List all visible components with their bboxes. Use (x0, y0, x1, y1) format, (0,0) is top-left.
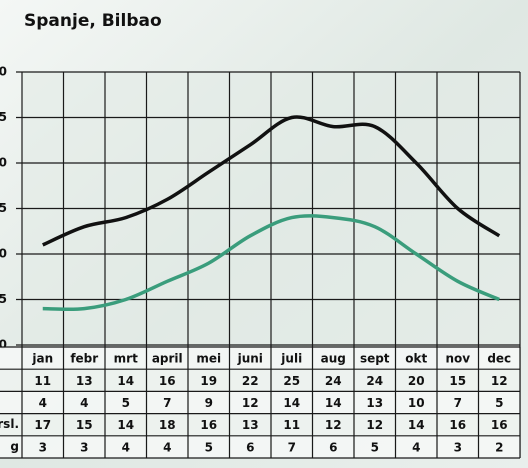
x-tick-label: april (152, 352, 183, 366)
table-cell: 14 (117, 374, 134, 388)
table-cell: 24 (325, 374, 342, 388)
table-cell: 16 (449, 418, 466, 432)
table-cell: 4 (122, 440, 130, 454)
table-cell: 12 (325, 418, 342, 432)
x-tick-label: sept (360, 352, 390, 366)
table-cell: 15 (449, 374, 466, 388)
table-cell: 5 (122, 396, 130, 410)
table-cell: 11 (34, 374, 51, 388)
table-cell: 12 (491, 374, 508, 388)
table-cell: 4 (39, 396, 47, 410)
table-cell: 15 (76, 418, 93, 432)
y-tick-label: 30 (0, 65, 7, 79)
table-cell: 19 (200, 374, 217, 388)
table-cell: 11 (283, 418, 300, 432)
table-cell: 16 (491, 418, 508, 432)
table-cell: 17 (34, 418, 51, 432)
table-cell: 14 (283, 396, 300, 410)
x-tick-label: mrt (114, 352, 138, 366)
table-cell: 3 (80, 440, 88, 454)
table-cell: 5 (205, 440, 213, 454)
table-cell: 13 (76, 374, 93, 388)
table-cell: 20 (408, 374, 425, 388)
y-tick-label: 20 (0, 156, 7, 170)
table-cell: 14 (408, 418, 425, 432)
row-label: g (10, 439, 19, 453)
table-cell: 13 (366, 396, 383, 410)
table-cell: 12 (242, 396, 259, 410)
table-cell: 24 (366, 374, 383, 388)
row-label: rsl. (0, 417, 19, 431)
chart: Spanje, Bilbao 051015202530janfebrmrtapr… (0, 0, 528, 468)
y-tick-label: 15 (0, 201, 7, 215)
x-tick-label: juli (280, 352, 302, 366)
table-row (0, 391, 520, 413)
x-tick-label: okt (405, 352, 427, 366)
x-tick-label: mei (196, 352, 221, 366)
x-tick-label: juni (237, 352, 263, 366)
table-cell: 9 (205, 396, 213, 410)
table-cell: 4 (412, 440, 420, 454)
table-cell: 14 (325, 396, 342, 410)
table-cell: 12 (366, 418, 383, 432)
x-tick-label: jan (31, 352, 53, 366)
table-cell: 3 (39, 440, 47, 454)
table-cell: 6 (246, 440, 254, 454)
table-cell: 18 (159, 418, 176, 432)
table-cell: 14 (117, 418, 134, 432)
y-tick-label: 10 (0, 247, 7, 261)
x-tick-label: aug (321, 352, 346, 366)
table-cell: 25 (283, 374, 300, 388)
table-cell: 4 (80, 396, 88, 410)
x-tick-label: nov (445, 352, 470, 366)
table-cell: 7 (163, 396, 171, 410)
x-tick-label: dec (487, 352, 511, 366)
table-cell: 5 (371, 440, 379, 454)
y-tick-label: 25 (0, 110, 7, 124)
table-cell: 5 (495, 396, 503, 410)
table-cell: 4 (163, 440, 171, 454)
table-cell: 2 (495, 440, 503, 454)
y-tick-label: 5 (0, 292, 7, 306)
table-cell: 7 (288, 440, 296, 454)
x-tick-label: febr (70, 352, 98, 366)
table-row (0, 436, 520, 458)
table-cell: 7 (454, 396, 462, 410)
table-cell: 22 (242, 374, 259, 388)
table-cell: 3 (454, 440, 462, 454)
table-cell: 16 (200, 418, 217, 432)
table-cell: 6 (329, 440, 337, 454)
table-cell: 10 (408, 396, 425, 410)
table-cell: 16 (159, 374, 176, 388)
table-cell: 13 (242, 418, 259, 432)
chart-title: Spanje, Bilbao (24, 11, 162, 31)
